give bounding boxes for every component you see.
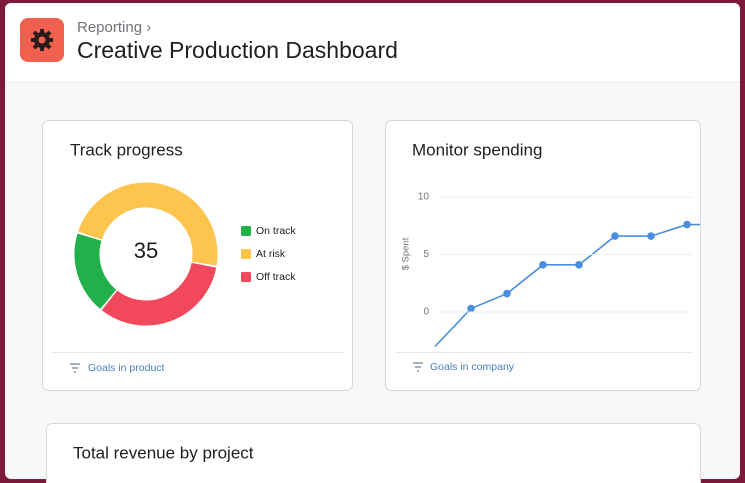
point <box>539 261 547 269</box>
y-tick-label: 10 <box>418 192 430 203</box>
legend-swatch <box>241 272 251 282</box>
y-tick-label: 0 <box>423 307 429 318</box>
point <box>611 232 619 240</box>
point <box>467 304 475 313</box>
breadcrumb[interactable]: Reporting › <box>77 19 151 36</box>
gear-icon <box>31 29 53 51</box>
legend-swatch <box>241 249 251 259</box>
card-title: Monitor spending <box>412 140 542 159</box>
point <box>647 232 655 240</box>
legend-label: Off track <box>256 271 296 283</box>
plot-area <box>434 220 700 348</box>
donut-segment <box>101 262 217 326</box>
point <box>575 261 583 269</box>
filter-link[interactable]: Goals in product <box>88 362 165 374</box>
y-tick-label: 5 <box>423 249 429 260</box>
card <box>385 120 701 391</box>
header-bg <box>5 3 740 82</box>
point <box>503 289 511 298</box>
card-title: Total revenue by project <box>73 443 254 462</box>
filter-link[interactable]: Goals in company <box>430 361 515 373</box>
card-title: Track progress <box>70 140 183 159</box>
donut-segment <box>74 233 117 309</box>
donut-segment <box>78 182 218 266</box>
legend-label: At risk <box>256 248 286 260</box>
page-title: Creative Production Dashboard <box>77 37 398 63</box>
legend-label: On track <box>256 225 296 237</box>
point <box>683 220 691 229</box>
filter-icon <box>70 362 423 373</box>
card <box>46 423 701 483</box>
donut-total: 35 <box>134 238 158 263</box>
y-axis-label: $ Spent <box>401 237 412 270</box>
legend-swatch <box>241 226 251 236</box>
